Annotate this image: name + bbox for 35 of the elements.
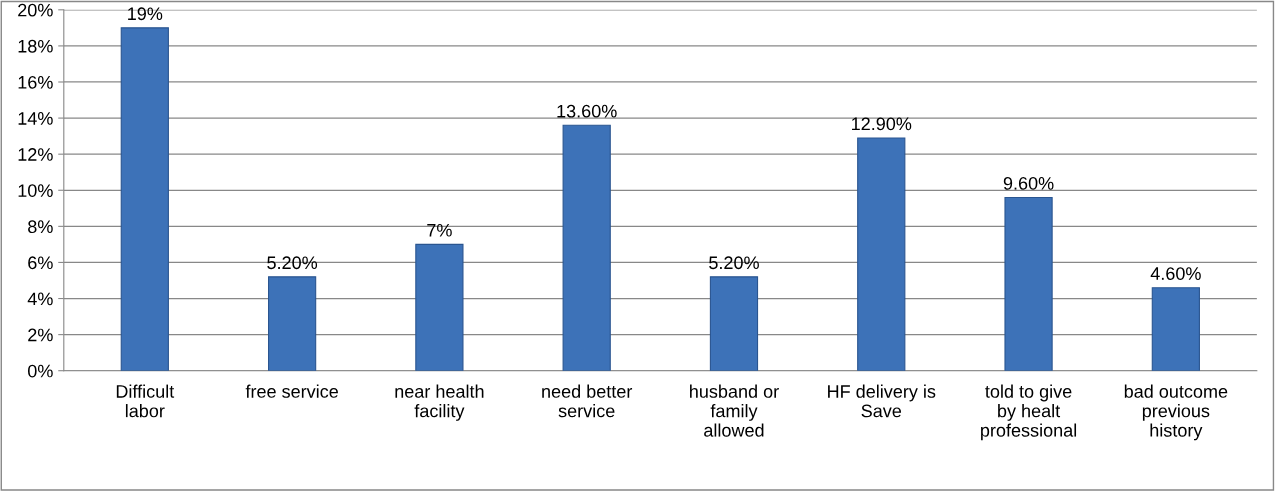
x-tick-label: near health facility [395, 384, 484, 421]
data-label: 7% [427, 223, 452, 237]
data-label: 4.60% [1150, 267, 1201, 280]
x-tick-label: HF delivery is Save [828, 384, 936, 418]
x-tick-label: free service [245, 384, 338, 398]
bar [709, 276, 759, 371]
bar [120, 27, 169, 371]
x-tick-label: bad outcome previous history [1124, 384, 1228, 441]
bar [415, 243, 464, 371]
bar [562, 124, 611, 371]
y-tick-label: 2% [28, 328, 53, 342]
y-tick-label: 18% [18, 39, 53, 53]
y-tick-label: 4% [27, 292, 53, 306]
y-tick-label: 20% [18, 3, 53, 17]
bar [857, 137, 906, 371]
data-label: 12.90% [852, 117, 912, 131]
data-label: 19% [128, 7, 163, 21]
x-tick-label: need better service [542, 384, 633, 418]
y-tick-label: 10% [18, 184, 53, 197]
y-tick-label: 16% [18, 75, 53, 89]
data-label: 9.60% [1003, 176, 1054, 190]
bar [267, 276, 317, 371]
y-tick-label: 12% [18, 148, 53, 161]
y-tick-label: 0% [27, 364, 53, 378]
y-tick-label: 14% [18, 112, 53, 125]
x-tick-label: husband or family allowed [690, 384, 779, 437]
x-tick-label: Difficult labor [116, 384, 175, 418]
y-tick-label: 6% [28, 256, 53, 270]
x-tick-label: told to give by healt professional [981, 384, 1077, 441]
data-label: 5.20% [709, 256, 759, 270]
bar [1151, 287, 1200, 371]
bar [1004, 196, 1053, 371]
y-tick-label: 8% [28, 220, 53, 234]
data-label: 5.20% [267, 256, 318, 270]
data-label: 13.60% [557, 104, 617, 118]
